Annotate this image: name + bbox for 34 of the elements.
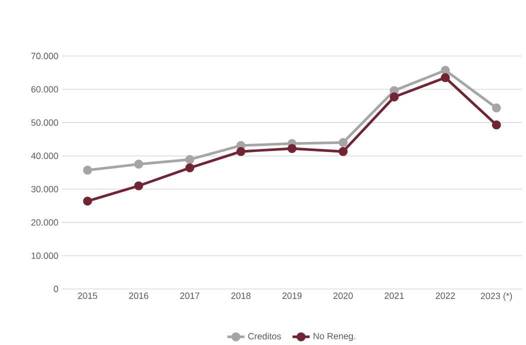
y-tick-label: 20.000 [31,219,58,226]
point [83,166,92,175]
point [338,138,348,148]
y-tick-label: 0 [54,286,58,292]
point [338,147,348,156]
x-tick-label: 2021 [384,292,404,299]
x-tick-label: 2016 [129,292,148,299]
x-tick-label: 2022 [436,292,455,299]
point [288,144,297,154]
y-tick-label: 40.000 [31,152,58,160]
point [492,120,501,130]
point [134,160,144,169]
legend-label: Creditos [248,332,281,340]
y-tick-label: 30.000 [31,186,58,192]
point [440,73,450,82]
legend-label: No Reneg. [314,332,356,342]
y-tick-label: 60.000 [31,86,58,92]
y-tick-label: 50.000 [31,119,58,126]
point [492,103,501,112]
point [83,196,92,206]
point [390,92,399,102]
y-tick-label: 10.000 [32,252,58,259]
point [236,147,246,156]
x-tick-label: 2019 [282,292,302,299]
point [185,163,194,172]
point [134,181,144,190]
point [440,66,450,75]
x-tick-label: 2020 [334,292,353,299]
x-tick-label: 2017 [180,292,200,299]
x-tick-label: 2018 [231,292,251,299]
x-tick-label: 2023 (*) [480,292,512,301]
y-tick-label: 70.000 [31,52,58,60]
point [185,155,194,164]
x-tick-label: 2015 [78,292,98,299]
